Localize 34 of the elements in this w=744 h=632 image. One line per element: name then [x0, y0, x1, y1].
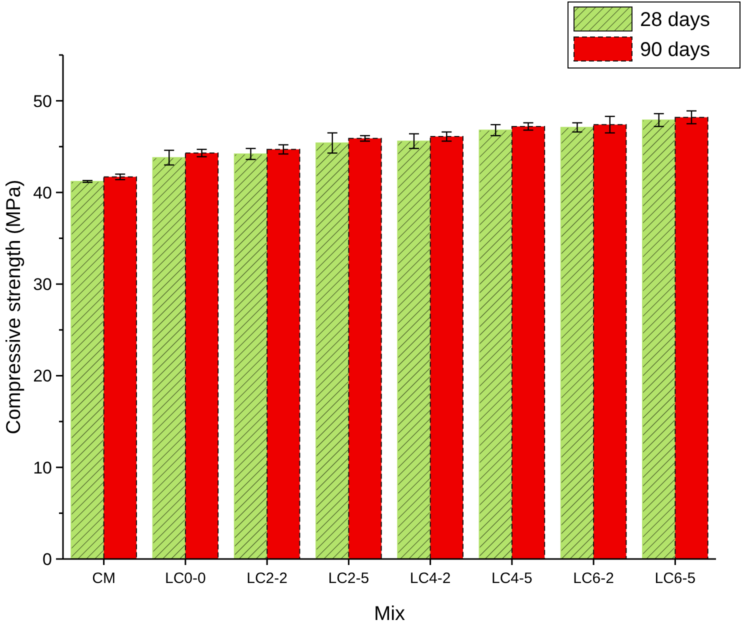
bar: [70, 180, 104, 560]
y-tick-label: 0: [42, 550, 52, 569]
bar: [103, 176, 137, 560]
bar: [316, 142, 350, 560]
bar: [642, 120, 676, 560]
bar: [266, 148, 300, 560]
bar: [674, 116, 708, 560]
y-tick-label: 30: [33, 275, 52, 294]
x-tick-label: LC2-5: [328, 570, 370, 587]
bar: [478, 130, 512, 560]
y-axis-title: Compressive strength (MPa): [3, 180, 25, 434]
x-tick-label: LC6-5: [654, 570, 696, 587]
y-tick-label: 10: [33, 458, 52, 478]
x-axis-title: Mix: [374, 603, 406, 625]
legend-label: 28 days: [640, 9, 710, 31]
bar: [184, 152, 219, 560]
bar: [560, 126, 594, 560]
bar: [430, 136, 464, 560]
y-tick-label: 50: [33, 92, 52, 111]
bar: [593, 124, 627, 560]
bar: [152, 157, 186, 560]
bar: [348, 138, 382, 560]
x-tick-label: LC0-0: [165, 570, 206, 587]
x-tick-label: LC6-2: [573, 570, 614, 587]
bar: [397, 140, 431, 560]
y-tick-label: 20: [33, 366, 52, 386]
x-tick-label: LC4-5: [492, 570, 532, 587]
bar: [234, 153, 268, 560]
legend-label: 90 days: [640, 39, 710, 61]
x-tick-label: CM: [92, 570, 116, 587]
y-tick-label: 40: [33, 183, 52, 202]
x-tick-label: LC2-2: [246, 570, 288, 587]
bar: [511, 126, 546, 560]
x-tick-label: LC4-2: [410, 570, 451, 587]
